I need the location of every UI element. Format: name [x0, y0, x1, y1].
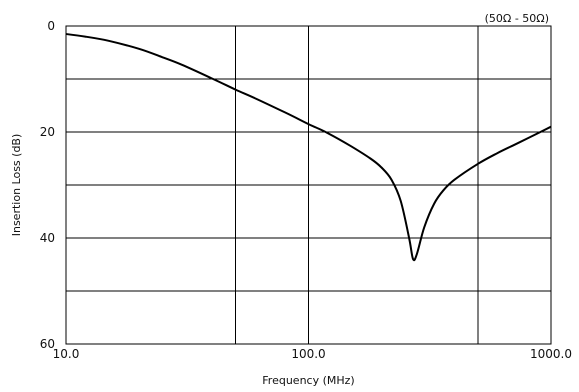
y-tick-label: 0: [47, 19, 55, 33]
x-axis-label: Frequency (MHz): [262, 374, 354, 387]
grid-lines: [66, 26, 551, 344]
x-tick-label: 10.0: [53, 347, 80, 361]
y-axis-label: Insertion Loss (dB): [10, 134, 23, 237]
x-tick-label: 100.0: [291, 347, 325, 361]
y-tick-label: 20: [40, 125, 55, 139]
x-tick-labels: 10.0 100.0 1000.0: [53, 347, 572, 361]
plot-area-frame: [65, 25, 552, 345]
impedance-annotation: (50Ω - 50Ω): [485, 12, 549, 25]
y-tick-labels: 0 20 40 60: [40, 19, 55, 351]
y-tick-label: 60: [40, 337, 55, 351]
insertion-loss-curve: [65, 33, 552, 262]
y-tick-label: 40: [40, 231, 55, 245]
x-tick-label: 1000.0: [530, 347, 572, 361]
